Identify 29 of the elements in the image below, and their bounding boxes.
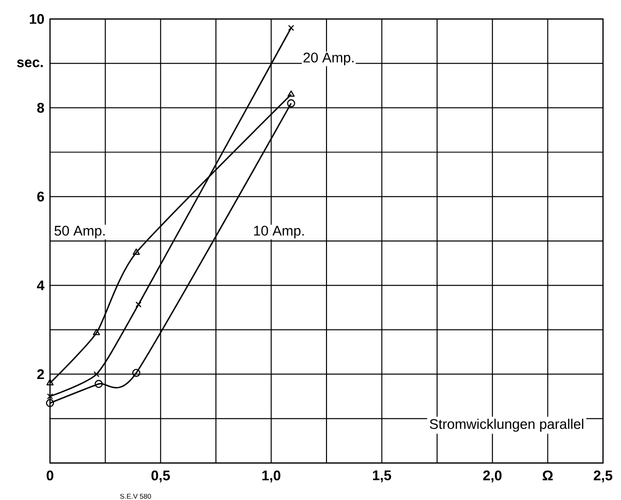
x-tick-label: 1,0 (262, 470, 280, 482)
point (135, 301, 142, 308)
point (46, 379, 54, 386)
x-tick-label: 0,5 (151, 470, 170, 482)
y-tick-label: 2 (37, 369, 44, 380)
y-axis-title: sec. (17, 60, 43, 68)
x-tick-label: 2,0 (483, 470, 502, 482)
text: 50 Amp. (54, 226, 105, 238)
x-tick-label: Ω (542, 470, 553, 480)
point (132, 248, 140, 255)
x-tick-label: 1,5 (372, 470, 392, 482)
x-tick-label: 2,5 (594, 470, 612, 482)
y-tick-label: 8 (37, 102, 44, 113)
point (287, 99, 296, 108)
point (93, 371, 100, 378)
y-tick-label: 6 (37, 192, 44, 202)
point (92, 328, 100, 336)
y-tick-label: 4 (36, 280, 44, 290)
point (94, 380, 103, 388)
series-label: 20 Amp. (304, 52, 354, 66)
annotation: Stromwicklungen parallel (430, 418, 584, 432)
point (288, 24, 294, 31)
point (46, 399, 54, 408)
point (132, 368, 140, 377)
y-tick-label: 10 (30, 14, 44, 24)
point (288, 90, 295, 97)
text: 10 Amp. (254, 226, 304, 238)
x-tick-label: 0 (46, 470, 54, 480)
point (46, 393, 54, 400)
